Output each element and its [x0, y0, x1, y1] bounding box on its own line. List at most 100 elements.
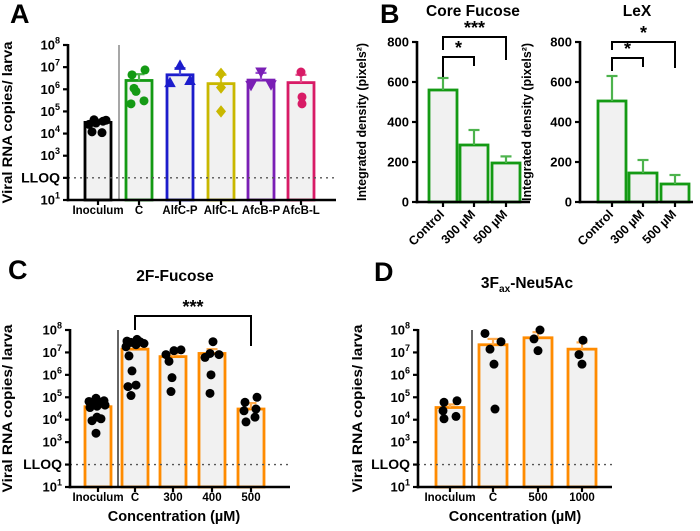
- category-label: 500: [528, 492, 547, 504]
- bar: [477, 343, 509, 489]
- y-tick-label: 400: [387, 115, 409, 130]
- data-point: [297, 92, 307, 102]
- significance-label: *: [640, 23, 647, 43]
- category-label: AfcB-P: [242, 205, 281, 217]
- y-tick-label: 106: [391, 365, 410, 382]
- data-point: [216, 105, 226, 118]
- bar: [566, 347, 598, 489]
- significance-bracket: [611, 41, 676, 68]
- data-point: [131, 380, 141, 390]
- data-point: [91, 428, 101, 438]
- y-tick-label: 106: [41, 80, 60, 97]
- bar: [434, 406, 466, 489]
- data-point: [205, 388, 215, 398]
- data-point: [245, 80, 257, 92]
- data-point: [122, 336, 132, 346]
- significance-bracket: [442, 36, 507, 60]
- y-tick-label: 103: [41, 146, 60, 163]
- y-tick-label: LLOQ: [371, 456, 410, 472]
- data-point: [184, 74, 196, 85]
- bar: [627, 171, 659, 204]
- data-point: [167, 373, 177, 383]
- category-label: AlfC-P: [162, 205, 197, 217]
- data-point: [574, 350, 584, 360]
- y-tick-label: 800: [387, 35, 409, 50]
- y-tick-label: 400: [550, 115, 572, 130]
- data-point: [139, 96, 149, 106]
- bar: [165, 73, 195, 202]
- y-axis-title: Integrated density (pixels²): [355, 43, 369, 201]
- data-point: [578, 335, 588, 345]
- data-point: [126, 391, 136, 401]
- category-label: 300: [163, 492, 182, 504]
- y-tick-label: 103: [43, 433, 62, 450]
- data-point: [92, 412, 102, 422]
- y-tick-label: 104: [41, 124, 60, 141]
- data-point: [205, 348, 215, 358]
- data-point: [296, 67, 306, 77]
- bar: [490, 161, 522, 204]
- y-tick-label: 108: [41, 36, 60, 53]
- panel-a-letter: A: [10, 0, 30, 29]
- y-tick-label: 200: [550, 155, 572, 170]
- data-point: [255, 67, 267, 79]
- panel-c-chart: 108 107 106 105 104 103 LLOQ 101 Inoculum C 300 400…: [0, 297, 290, 525]
- data-point: [87, 127, 97, 137]
- y-tick-label: 101: [391, 478, 410, 495]
- data-point: [97, 128, 107, 138]
- category-label: Inoculum: [424, 492, 475, 504]
- y-tick-label: 600: [550, 75, 572, 90]
- y-tick-label: 108: [43, 321, 62, 338]
- lex-title: LeX: [622, 3, 652, 20]
- y-tick-label: 104: [43, 410, 62, 427]
- category-label: 500: [241, 492, 260, 504]
- data-point: [84, 396, 94, 406]
- data-point: [127, 70, 137, 80]
- data-point: [490, 404, 500, 414]
- data-point: [251, 404, 261, 414]
- data-point: [176, 345, 186, 355]
- data-point: [452, 396, 462, 406]
- data-point: [438, 406, 448, 416]
- data-point: [164, 356, 174, 366]
- category-label: AlfC-L: [204, 205, 239, 217]
- y-tick-label: 800: [550, 35, 572, 50]
- panel-c-letter: C: [8, 255, 28, 285]
- data-point: [164, 76, 176, 88]
- significance-label: ***: [464, 18, 485, 38]
- data-point: [140, 65, 150, 75]
- data-point: [241, 417, 251, 427]
- bar: [124, 79, 154, 202]
- category-label: 300 µM: [439, 207, 479, 247]
- data-point: [214, 350, 224, 360]
- significance-bracket: [611, 57, 644, 71]
- title-text: -Neu5Ac: [510, 275, 574, 292]
- data-point: [535, 325, 545, 335]
- category-label: AfcB-L: [282, 205, 320, 217]
- data-point: [496, 337, 506, 347]
- data-point: [99, 396, 109, 406]
- panel-d-chart: 108 107 106 105 104 103 LLOQ 101 Inoculum C 500 100…: [350, 321, 612, 525]
- category-label: Inoculum: [72, 205, 123, 217]
- y-tick-label: 105: [391, 388, 410, 405]
- data-point: [91, 393, 101, 403]
- significance-bracket: [134, 315, 252, 346]
- data-point: [439, 397, 449, 407]
- category-label: C: [135, 205, 143, 217]
- significance-label: ***: [182, 297, 203, 317]
- data-point: [101, 115, 111, 125]
- y-axis-title: Viral RNA copies/ larva: [350, 324, 365, 492]
- bar: [596, 99, 628, 204]
- data-point: [480, 328, 490, 338]
- panel-b-letter: B: [380, 0, 400, 29]
- data-point: [250, 412, 260, 422]
- y-tick-label: 200: [387, 155, 409, 170]
- y-tick-label: 104: [391, 410, 410, 427]
- y-tick-label: 107: [43, 343, 62, 360]
- y-tick-label: 101: [41, 191, 60, 208]
- y-tick-label: 101: [43, 478, 62, 495]
- y-tick-label: 108: [391, 321, 410, 338]
- x-axis-title: Concentration (µM): [449, 509, 582, 525]
- significance-bracket: [442, 56, 475, 77]
